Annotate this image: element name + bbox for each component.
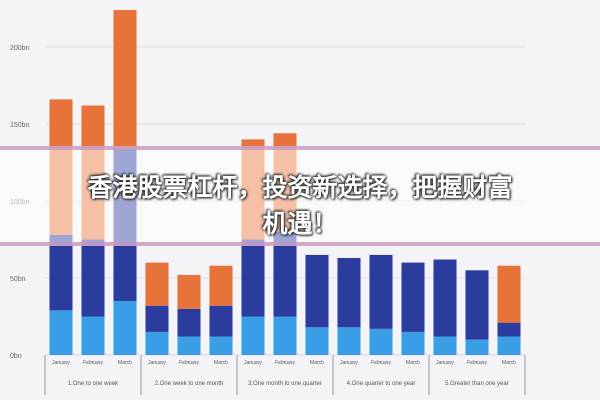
bar-segment xyxy=(497,265,521,323)
y-tick-label: 200bn xyxy=(10,45,30,52)
banner-line: 机遇！ xyxy=(262,209,338,238)
bar-segment xyxy=(273,316,297,355)
group-label: 5.Greater than one year xyxy=(445,381,509,387)
bar-segment xyxy=(209,265,233,306)
bar-segment xyxy=(497,336,521,355)
x-tick-label: January xyxy=(52,360,70,366)
bar-segment xyxy=(305,254,329,328)
y-tick-label: 50bn xyxy=(10,276,26,283)
bar-segment xyxy=(337,327,361,355)
x-tick-label: March xyxy=(118,360,132,366)
x-tick-label: March xyxy=(310,360,324,366)
x-tick-label: February xyxy=(179,360,200,366)
x-tick-label: February xyxy=(275,360,296,366)
bar-segment xyxy=(337,257,361,328)
bar-segment xyxy=(433,259,457,337)
x-tick-label: January xyxy=(148,360,166,366)
bar-segment xyxy=(369,254,393,329)
bar-segment xyxy=(113,10,137,149)
group-label: 2.One week to one month xyxy=(155,381,224,387)
bar-segment xyxy=(241,316,265,355)
x-tick-label: January xyxy=(340,360,358,366)
banner: 香港股票杠杆，投资新选择，把握财富 机遇！ xyxy=(0,146,600,246)
x-tick-label: March xyxy=(406,360,420,366)
bar-segment xyxy=(273,231,297,317)
y-tick-label: 0bn xyxy=(10,353,22,360)
y-tick-label: 150bn xyxy=(10,122,30,129)
group-label: 1.One to one week xyxy=(68,381,119,387)
bar-segment xyxy=(177,274,201,309)
bar-segment xyxy=(113,301,137,355)
bar-segment xyxy=(369,328,393,355)
x-tick-label: February xyxy=(371,360,392,366)
x-tick-label: February xyxy=(467,360,488,366)
bar-segment xyxy=(81,316,105,355)
bar-segment xyxy=(145,305,169,332)
bar-segment xyxy=(305,327,329,355)
bar-segment xyxy=(81,239,105,317)
x-tick-label: February xyxy=(83,360,104,366)
banner-line: 香港股票杠杆，投资新选择，把握财富 xyxy=(87,173,513,202)
bar-segment xyxy=(465,270,489,340)
bar-segment xyxy=(241,239,265,317)
bar-segment xyxy=(401,331,425,355)
bar-segment xyxy=(49,234,73,311)
x-tick-label: January xyxy=(244,360,262,366)
x-tick-label: January xyxy=(436,360,454,366)
bar-segment xyxy=(497,322,521,337)
bar-segment xyxy=(145,331,169,355)
bar-segment xyxy=(177,336,201,355)
bar-segment xyxy=(433,336,457,355)
bar-segment xyxy=(209,336,233,355)
group-label: 4.One quarter to one year xyxy=(347,381,416,387)
bar-segment xyxy=(401,262,425,332)
bar-segment xyxy=(177,308,201,337)
bar-segment xyxy=(209,305,233,337)
bar-segment xyxy=(465,339,489,355)
x-tick-label: March xyxy=(214,360,228,366)
bar-segment xyxy=(49,310,73,355)
bar-segment xyxy=(145,262,169,306)
x-tick-label: March xyxy=(502,360,516,366)
group-label: 3.One month to one quarter xyxy=(248,381,322,387)
